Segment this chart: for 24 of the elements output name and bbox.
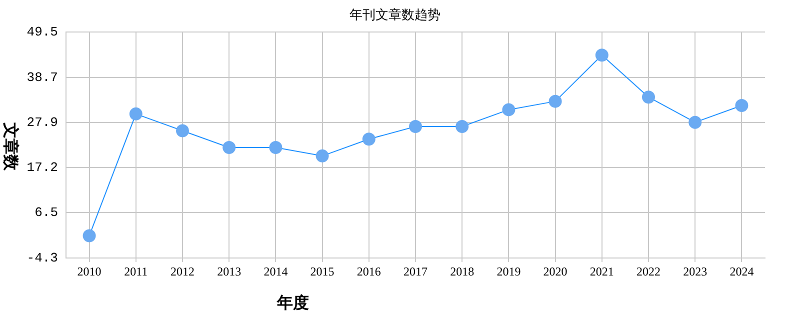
x-tick-label: 2019	[496, 264, 521, 278]
y-tick-label: 27.9	[26, 115, 58, 130]
x-tick-label: 2022	[636, 264, 660, 278]
x-tick-label: 2017	[404, 264, 428, 278]
y-axis-title: 文章数	[0, 122, 20, 170]
y-tick-label: 17.2	[26, 160, 58, 176]
chart-title: 年刊文章数趋势	[348, 6, 442, 24]
x-tick-label: 2011	[124, 264, 148, 278]
x-tick-label: 2018	[450, 264, 474, 278]
x-tick-label: 2023	[683, 264, 708, 278]
x-tick-label: 2014	[264, 264, 288, 278]
y-tick-label: 6.5	[34, 205, 58, 220]
y-tick-label: 49.5	[26, 24, 58, 40]
x-tick-label: 2012	[170, 264, 194, 278]
x-tick-label: 2013	[217, 264, 242, 278]
x-tick-label: 2015	[310, 264, 334, 278]
x-tick-label: 2010	[77, 264, 102, 278]
x-tick-label: 2024	[730, 264, 754, 278]
y-tick-label: 38.7	[26, 70, 58, 85]
x-axis-title: 年度	[277, 293, 309, 314]
x-tick-label: 2020	[543, 264, 568, 278]
x-tick-label: 2021	[590, 264, 614, 278]
x-tick-label: 2016	[356, 264, 381, 278]
y-tick-label: -4.3	[26, 250, 58, 266]
